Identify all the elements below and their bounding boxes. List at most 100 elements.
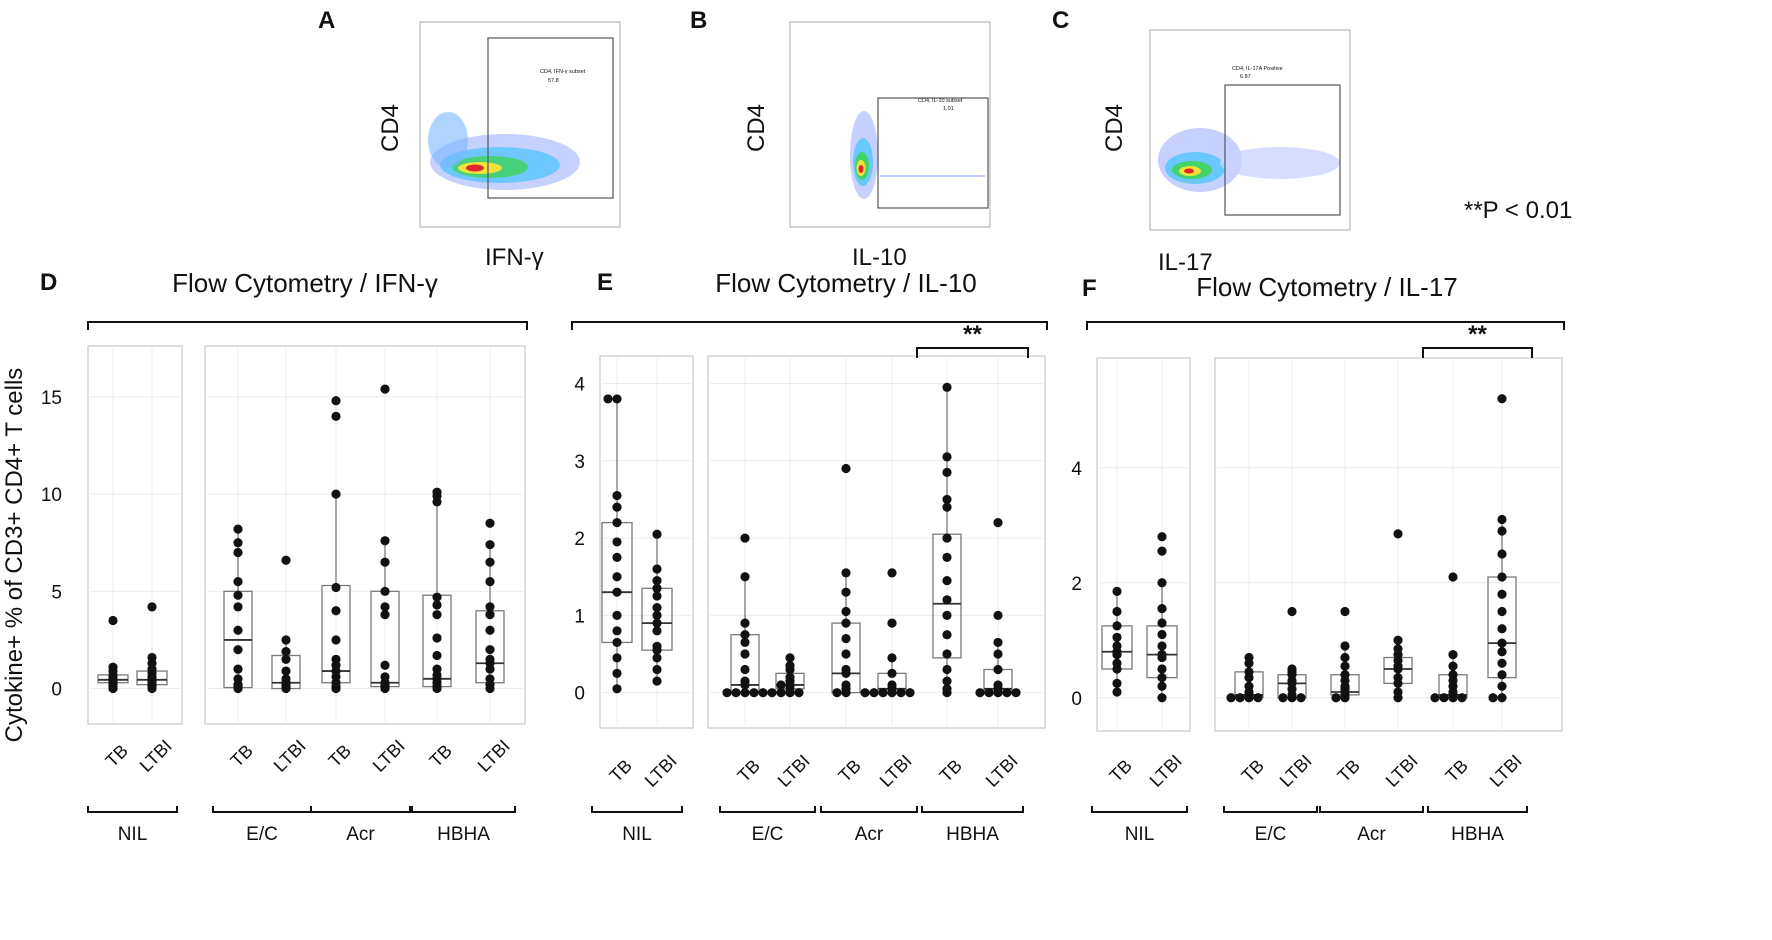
data-point xyxy=(281,666,291,676)
category-label: TB xyxy=(1442,756,1472,786)
y-tick-label: 4 xyxy=(574,374,585,395)
data-point xyxy=(612,626,622,636)
flow-c-ylabel: CD4 xyxy=(1101,104,1128,152)
flow-panel-a: A CD4 CD4, IFN-γ subset 57.8 IFN-γ xyxy=(318,7,621,271)
data-point xyxy=(1497,670,1507,680)
data-point xyxy=(942,382,952,392)
data-point xyxy=(1497,549,1507,559)
flow-a-gate-value: 57.8 xyxy=(548,78,559,84)
data-point xyxy=(652,564,662,574)
data-point xyxy=(652,583,662,593)
data-point xyxy=(612,587,622,597)
data-point xyxy=(740,649,750,659)
data-point xyxy=(612,518,622,528)
data-point xyxy=(740,676,750,686)
flow-c-density xyxy=(1158,128,1340,192)
data-point xyxy=(485,602,495,612)
flow-c-xlabel: IL-17 xyxy=(1158,249,1213,276)
box-acr-tb xyxy=(321,396,351,694)
group-label: Acr xyxy=(346,824,375,845)
data-point xyxy=(1497,589,1507,599)
flow-c-plot-frame xyxy=(1149,29,1351,231)
data-point xyxy=(722,688,732,698)
group-bracket xyxy=(1319,806,1424,813)
panel-title: Flow Cytometry / IFN-γ xyxy=(172,268,438,298)
flow-a-ylabel: CD4 xyxy=(377,104,404,152)
box-nil-tb xyxy=(601,394,633,694)
data-point xyxy=(612,637,622,648)
data-point xyxy=(432,600,442,610)
data-point xyxy=(281,555,291,565)
box-hbha-ltbi xyxy=(475,518,505,694)
data-point xyxy=(432,633,442,643)
data-point xyxy=(841,680,851,690)
panel-letter-d: D xyxy=(40,269,57,296)
data-point xyxy=(1157,629,1167,640)
category-label: TB xyxy=(1106,756,1136,786)
data-point xyxy=(1497,526,1507,536)
category-label: LTBI xyxy=(876,751,916,791)
flow-a-density xyxy=(428,112,580,190)
box-nil-ltbi xyxy=(1146,532,1178,703)
panel-letter-f: F xyxy=(1082,275,1097,302)
significance-marker: ** xyxy=(1468,321,1487,348)
data-point xyxy=(1497,681,1507,691)
flow-a-gate-label: CD4, IFN-γ subset xyxy=(540,69,586,75)
data-point xyxy=(1448,572,1458,582)
group-label: Acr xyxy=(1357,824,1386,845)
data-point xyxy=(1244,681,1254,691)
group-bracket xyxy=(1427,806,1528,813)
data-point xyxy=(612,490,622,501)
box-ec-ltbi xyxy=(767,653,805,698)
data-point xyxy=(1497,514,1507,525)
group-label: HBHA xyxy=(946,824,999,845)
y-axis-title: Cytokine+ % of CD3+ CD4+ T cells xyxy=(1,368,28,743)
category-label: LTBI xyxy=(1276,751,1316,791)
data-point xyxy=(1393,673,1403,683)
group-label: HBHA xyxy=(437,824,490,845)
data-point xyxy=(776,680,786,690)
flow-b-ylabel: CD4 xyxy=(743,104,770,152)
data-point xyxy=(380,602,390,612)
data-point xyxy=(749,688,759,698)
y-tick-label: 15 xyxy=(41,388,62,409)
data-point xyxy=(331,582,341,593)
data-point xyxy=(993,649,1003,659)
category-label: TB xyxy=(1238,756,1268,786)
box-hbha-tb xyxy=(422,487,452,694)
data-point xyxy=(942,595,952,605)
box-acr-tb xyxy=(1330,606,1360,703)
flow-b-gate-value: 1.01 xyxy=(943,106,954,112)
category-label: LTBI xyxy=(1486,751,1526,791)
group-label: Acr xyxy=(855,824,884,845)
data-point xyxy=(740,688,750,698)
group-bracket xyxy=(310,806,411,813)
y-tick-label: 4 xyxy=(1071,459,1082,480)
category-label: TB xyxy=(227,741,257,771)
data-point xyxy=(1157,546,1167,556)
data-point xyxy=(380,536,390,546)
flow-b-density xyxy=(850,111,985,199)
data-point xyxy=(485,557,495,567)
data-point xyxy=(331,606,341,616)
data-point xyxy=(331,489,341,499)
data-point xyxy=(942,494,952,505)
data-point xyxy=(984,688,994,698)
significance-marker: ** xyxy=(963,321,982,348)
panel-letter-a: A xyxy=(318,7,335,34)
group-bracket xyxy=(87,806,178,813)
stim-plot-frame xyxy=(204,345,526,725)
data-point xyxy=(108,662,118,672)
data-point xyxy=(785,672,795,682)
data-point xyxy=(731,688,741,698)
data-point xyxy=(896,688,906,698)
box-acr-tb xyxy=(831,463,861,698)
data-point xyxy=(1244,667,1254,677)
data-point xyxy=(485,518,495,528)
data-point xyxy=(1457,693,1467,703)
data-point xyxy=(942,502,952,512)
category-label: LTBI xyxy=(1382,751,1422,791)
data-point xyxy=(485,577,495,587)
data-point xyxy=(841,633,851,644)
data-point xyxy=(993,680,1003,690)
